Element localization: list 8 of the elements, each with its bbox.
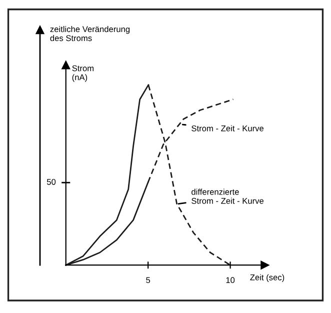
y-axis-title: Strom (nA) bbox=[72, 65, 94, 82]
annotation: differenzierte Strom - Zeit - Kurve bbox=[192, 188, 264, 204]
text: 50 bbox=[46, 178, 56, 185]
x-tick-label: 10 bbox=[226, 277, 235, 284]
text: zeitliche Veränderung des Stroms bbox=[50, 26, 130, 42]
x-tick-label: 5 bbox=[146, 277, 150, 284]
annotation: Strom - Zeit - Kurve bbox=[192, 125, 264, 132]
x-axis-title: Zeit (sec) bbox=[250, 274, 284, 282]
